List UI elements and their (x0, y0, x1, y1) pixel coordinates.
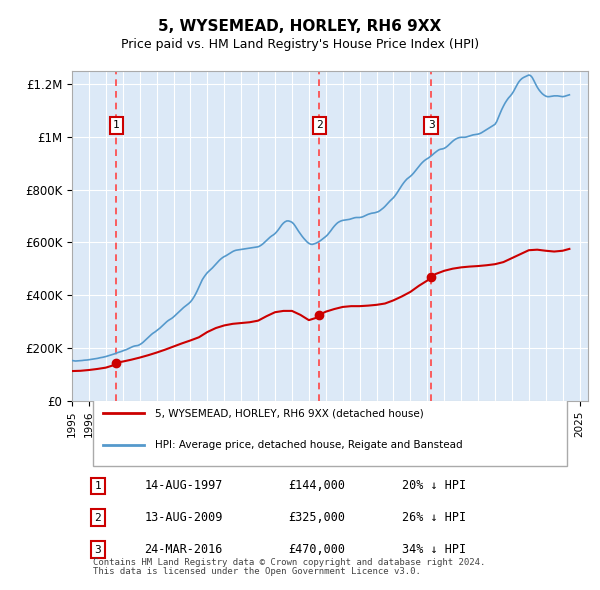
Text: 5, WYSEMEAD, HORLEY, RH6 9XX (detached house): 5, WYSEMEAD, HORLEY, RH6 9XX (detached h… (155, 408, 424, 418)
Text: 1: 1 (113, 120, 120, 130)
Text: 3: 3 (94, 545, 101, 555)
Text: Price paid vs. HM Land Registry's House Price Index (HPI): Price paid vs. HM Land Registry's House … (121, 38, 479, 51)
Text: 14-AUG-1997: 14-AUG-1997 (144, 479, 223, 492)
Text: 13-AUG-2009: 13-AUG-2009 (144, 512, 223, 525)
FancyBboxPatch shape (92, 395, 568, 466)
Text: £470,000: £470,000 (289, 543, 346, 556)
Text: Contains HM Land Registry data © Crown copyright and database right 2024.: Contains HM Land Registry data © Crown c… (92, 558, 485, 567)
Text: HPI: Average price, detached house, Reigate and Banstead: HPI: Average price, detached house, Reig… (155, 440, 462, 450)
Text: 2: 2 (316, 120, 323, 130)
Text: 20% ↓ HPI: 20% ↓ HPI (402, 479, 466, 492)
Text: 24-MAR-2016: 24-MAR-2016 (144, 543, 223, 556)
Text: £325,000: £325,000 (289, 512, 346, 525)
Text: 1: 1 (94, 481, 101, 491)
Text: 34% ↓ HPI: 34% ↓ HPI (402, 543, 466, 556)
Text: This data is licensed under the Open Government Licence v3.0.: This data is licensed under the Open Gov… (92, 566, 421, 576)
Text: 5, WYSEMEAD, HORLEY, RH6 9XX: 5, WYSEMEAD, HORLEY, RH6 9XX (158, 19, 442, 34)
Text: 2: 2 (94, 513, 101, 523)
Text: 3: 3 (428, 120, 434, 130)
Text: 26% ↓ HPI: 26% ↓ HPI (402, 512, 466, 525)
Text: £144,000: £144,000 (289, 479, 346, 492)
